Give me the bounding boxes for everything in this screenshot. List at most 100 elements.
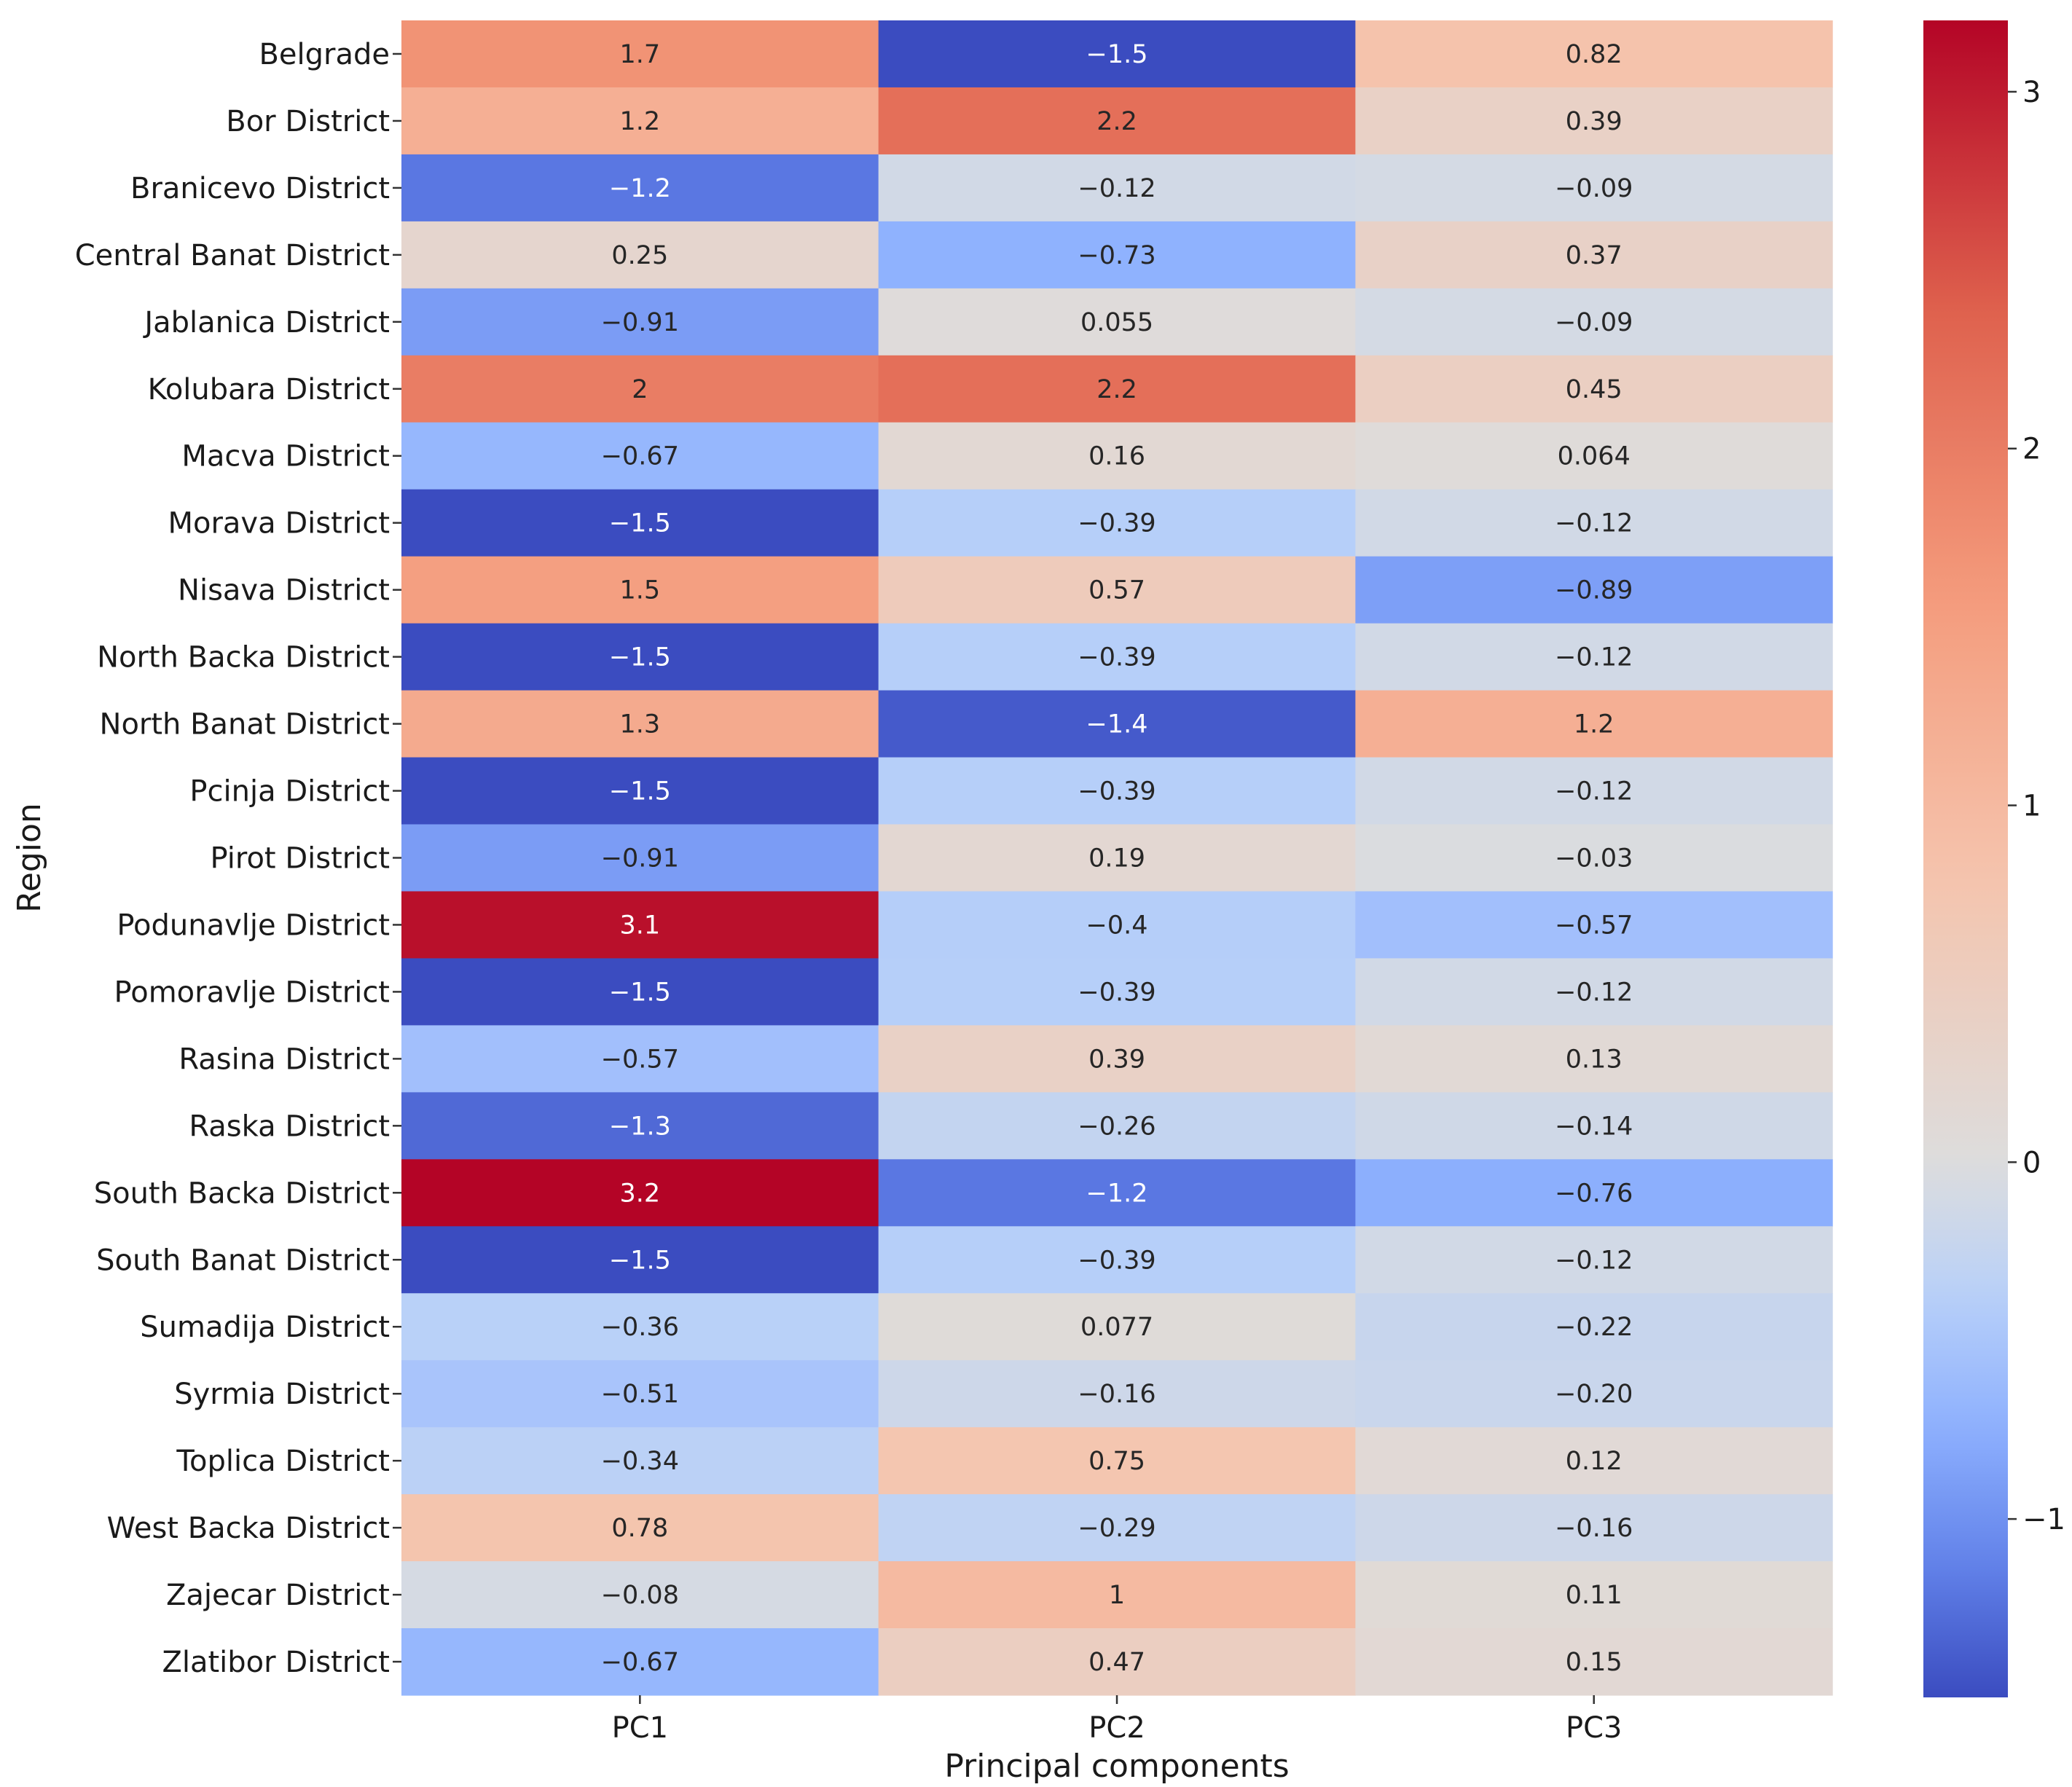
cell-value-label: 0.19 (1088, 844, 1145, 873)
cell-value-label: 0.077 (1080, 1313, 1153, 1342)
heatmap-cell (878, 690, 1356, 758)
region-label: Pomoravlje District (114, 975, 390, 1009)
cell-value-label: 1 (1109, 1581, 1125, 1610)
cell-value-label: 0.055 (1080, 308, 1153, 337)
region-label: Raska District (189, 1109, 390, 1143)
cell-value-label: −0.26 (1078, 1112, 1155, 1141)
cell-value-label: 0.12 (1566, 1447, 1622, 1476)
cell-value-label: −0.29 (1078, 1514, 1155, 1543)
heatmap-cell (1355, 288, 1833, 356)
heatmap-cell (1355, 1092, 1833, 1160)
heatmap-cell (401, 1561, 879, 1629)
cell-value-label: −0.12 (1555, 978, 1633, 1007)
heatmap-cell (878, 623, 1356, 691)
region-label: Zajecar District (166, 1579, 390, 1612)
cell-value-label: −0.16 (1555, 1514, 1633, 1543)
cell-value-label: −0.39 (1078, 509, 1155, 538)
region-label: Kolubara District (148, 373, 390, 407)
region-label: Pirot District (211, 842, 390, 876)
region-label: Sumadija District (140, 1311, 390, 1344)
cell-value-label: 3.1 (620, 911, 661, 940)
colorbar-tick-label: 3 (2022, 76, 2041, 109)
heatmap-cell (401, 1226, 879, 1294)
heatmap-cell (1355, 757, 1833, 825)
heatmap-cell (878, 422, 1356, 490)
cell-value-label: 0.15 (1566, 1648, 1622, 1677)
heatmap-cell (401, 556, 879, 624)
heatmap-cell (401, 489, 879, 557)
cell-value-label: −0.67 (601, 442, 679, 471)
cell-value-label: 0.37 (1566, 241, 1622, 270)
cell-value-label: −1.2 (1086, 1179, 1148, 1208)
heatmap-cell (1355, 1561, 1833, 1629)
x-axis-title: Principal components (944, 1748, 1289, 1785)
cell-value-label: −0.34 (601, 1447, 679, 1476)
cell-value-label: −0.73 (1078, 241, 1155, 270)
region-label: Toplica District (176, 1445, 390, 1478)
cell-value-label: 1.3 (620, 710, 661, 739)
component-label: PC1 (612, 1711, 669, 1745)
heatmap-cell (878, 824, 1356, 892)
heatmap-cell (878, 87, 1356, 155)
heatmap-cell (1355, 1025, 1833, 1093)
colorbar-tick-label: 2 (2022, 433, 2041, 466)
cell-value-label: −0.67 (601, 1648, 679, 1677)
heatmap-cell (878, 221, 1356, 289)
cell-value-label: −0.39 (1078, 1246, 1155, 1275)
heatmap-cell (1355, 355, 1833, 423)
cell-value-label: 0.11 (1566, 1581, 1622, 1610)
colorbar-tick-label: 1 (2022, 790, 2041, 823)
heatmap-cell (878, 154, 1356, 222)
heatmap-cell (401, 1628, 879, 1696)
cell-value-label: 0.16 (1088, 442, 1145, 471)
cell-value-label: −0.08 (601, 1581, 679, 1610)
heatmap-cell (878, 1360, 1356, 1428)
cell-value-label: −0.12 (1555, 643, 1633, 672)
heatmap-cell (401, 757, 879, 825)
heatmap-cell (878, 20, 1356, 88)
heatmap-cell (401, 154, 879, 222)
heatmap-cell (1355, 1293, 1833, 1361)
cell-value-label: 0.39 (1566, 107, 1622, 136)
heatmap-cell (1355, 489, 1833, 557)
heatmap-cell (401, 221, 879, 289)
cell-annotations: 1.7 −1.5 0.82 1.2 2.2 0.39 −1.2 −0.12 −0.09 0.25 −… (601, 40, 1633, 1677)
cell-value-label: 0.57 (1088, 576, 1145, 605)
region-label: Nisava District (178, 574, 390, 608)
heatmap-cell (878, 1025, 1356, 1093)
cell-value-label: 0.82 (1566, 40, 1622, 69)
heatmap-cell (401, 690, 879, 758)
cell-value-label: −0.16 (1078, 1380, 1155, 1409)
cell-value-label: −0.76 (1555, 1179, 1633, 1208)
region-label: South Banat District (96, 1244, 390, 1277)
heatmap-cell (1355, 154, 1833, 222)
heatmap-cell (1355, 891, 1833, 959)
heatmap-cells (401, 20, 1833, 1696)
region-label: Belgrade (259, 38, 390, 71)
cell-value-label: −0.12 (1555, 1246, 1633, 1275)
heatmap-cell (1355, 824, 1833, 892)
heatmap-cell (878, 757, 1356, 825)
cell-value-label: −1.5 (609, 777, 671, 806)
cell-value-label: −1.5 (609, 509, 671, 538)
cell-value-label: −1.2 (609, 174, 671, 203)
cell-value-label: −0.57 (1555, 911, 1633, 940)
cell-value-label: −0.91 (601, 844, 679, 873)
heatmap-cell (878, 556, 1356, 624)
region-label: West Backa District (107, 1512, 390, 1545)
cell-value-label: −0.09 (1555, 174, 1633, 203)
region-label: Bor District (226, 105, 390, 138)
heatmap-cell (401, 288, 879, 356)
cell-value-label: −0.03 (1555, 844, 1633, 873)
cell-value-label: −1.5 (609, 1246, 671, 1275)
cell-value-label: −0.22 (1555, 1313, 1633, 1342)
cell-value-label: 2.2 (1096, 107, 1137, 136)
region-label: Branicevo District (130, 172, 390, 205)
region-label: South Backa District (94, 1177, 390, 1210)
colorbar-tick-label: 0 (2022, 1146, 2041, 1179)
component-label: PC2 (1088, 1711, 1145, 1745)
colorbar-gradient (1923, 20, 2008, 1697)
cell-value-label: 2.2 (1096, 375, 1137, 404)
heatmap-cell (1355, 958, 1833, 1026)
